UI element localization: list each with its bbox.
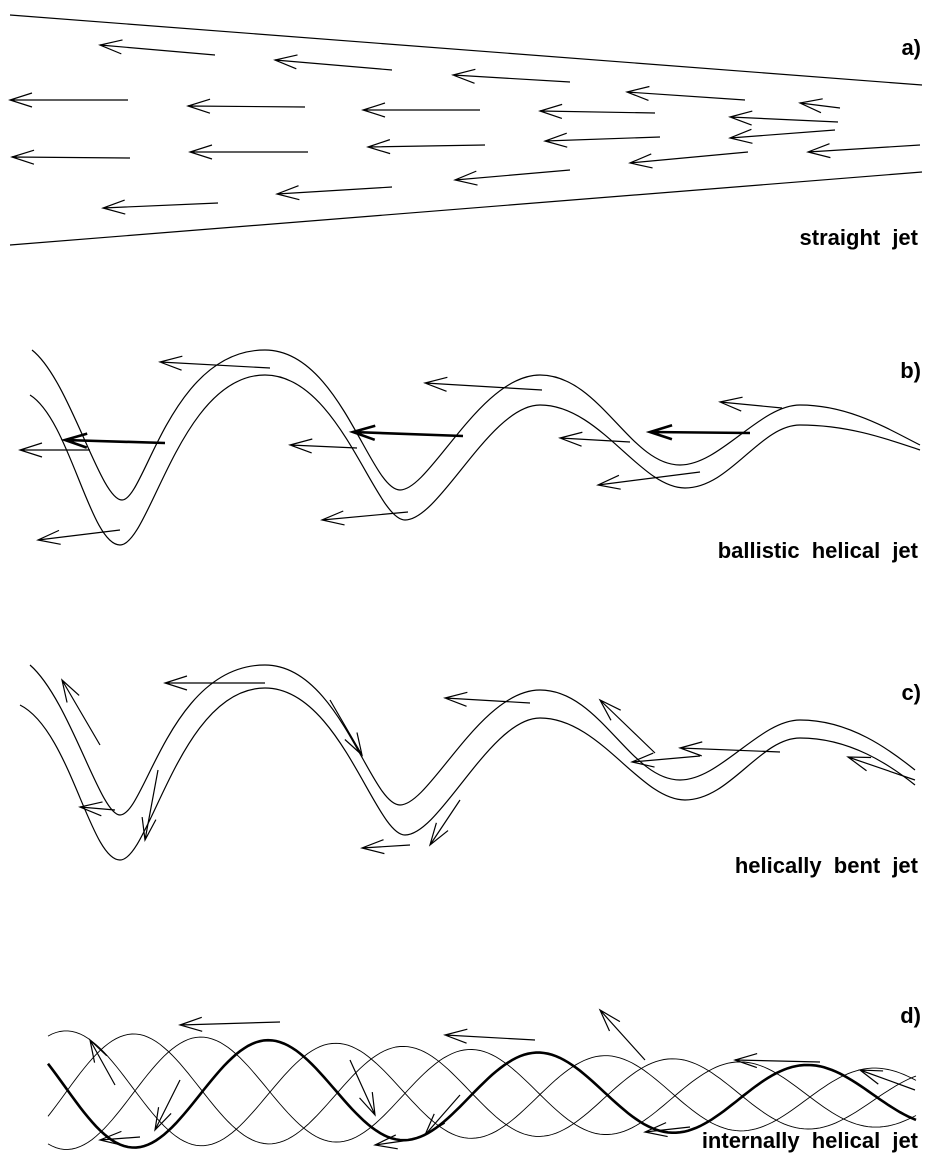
flow-arrow: [680, 742, 780, 756]
jet-boundary: [30, 375, 920, 545]
flow-arrow: [103, 200, 218, 214]
flow-arrow: [425, 377, 542, 391]
jet-boundary: [32, 350, 920, 500]
flow-arrow: [650, 425, 750, 439]
flow-arrow: [600, 700, 655, 753]
flow-arrow: [730, 129, 835, 143]
flow-arrow: [275, 55, 392, 70]
flow-arrow: [730, 111, 838, 125]
flow-arrow: [560, 432, 630, 446]
panel-label: a): [901, 35, 921, 60]
flow-arrow: [290, 439, 357, 453]
panel-caption: ballistic helical jet: [718, 538, 919, 563]
flow-arrow: [100, 40, 215, 55]
flow-arrow: [600, 1010, 645, 1060]
flow-arrow: [720, 397, 782, 411]
flow-arrow: [598, 472, 700, 489]
flow-arrow: [645, 1123, 690, 1137]
panel-caption: straight jet: [800, 225, 919, 250]
flow-arrow: [353, 426, 463, 440]
flow-arrow: [630, 152, 748, 168]
flow-arrow: [455, 170, 570, 185]
flow-arrow: [90, 1040, 115, 1085]
panel-label: c): [901, 680, 921, 705]
figure: a) straight jet b) ballistic helical jet…: [0, 0, 931, 1163]
flow-arrow: [160, 356, 270, 370]
flow-arrow: [10, 93, 128, 107]
flow-arrow: [368, 140, 485, 154]
flow-arrow: [430, 800, 460, 845]
flow-arrow: [80, 802, 115, 816]
flow-arrow: [848, 757, 915, 780]
flow-arrow: [362, 840, 410, 854]
flow-arrow: [350, 1060, 375, 1115]
flow-arrow: [190, 145, 308, 159]
jet-boundary: [20, 688, 915, 860]
flow-arrow: [627, 87, 745, 101]
flow-arrow: [188, 99, 305, 113]
flow-arrow: [453, 69, 570, 83]
flow-arrow: [800, 99, 840, 113]
flow-arrow: [65, 434, 165, 448]
flow-arrow: [180, 1017, 280, 1031]
flow-arrow: [632, 753, 700, 767]
flow-arrow: [322, 511, 408, 525]
flow-arrow: [62, 680, 100, 745]
flow-arrow: [545, 133, 660, 147]
flow-arrow: [445, 1029, 535, 1043]
flow-arrow: [540, 104, 655, 118]
panel-label: b): [900, 358, 921, 383]
flow-arrow: [445, 692, 530, 706]
flow-arrow: [363, 103, 480, 117]
panel-caption: internally helical jet: [702, 1128, 919, 1153]
panel-caption: helically bent jet: [735, 853, 919, 878]
flow-arrow: [330, 700, 362, 755]
flow-arrow: [808, 144, 920, 158]
flow-arrow: [165, 676, 265, 690]
flow-arrow: [277, 186, 392, 200]
flow-arrow: [425, 1095, 460, 1135]
panel-label: d): [900, 1003, 921, 1028]
flow-arrow: [12, 150, 130, 164]
flow-arrow: [375, 1135, 410, 1149]
jet-boundary: [10, 15, 922, 85]
